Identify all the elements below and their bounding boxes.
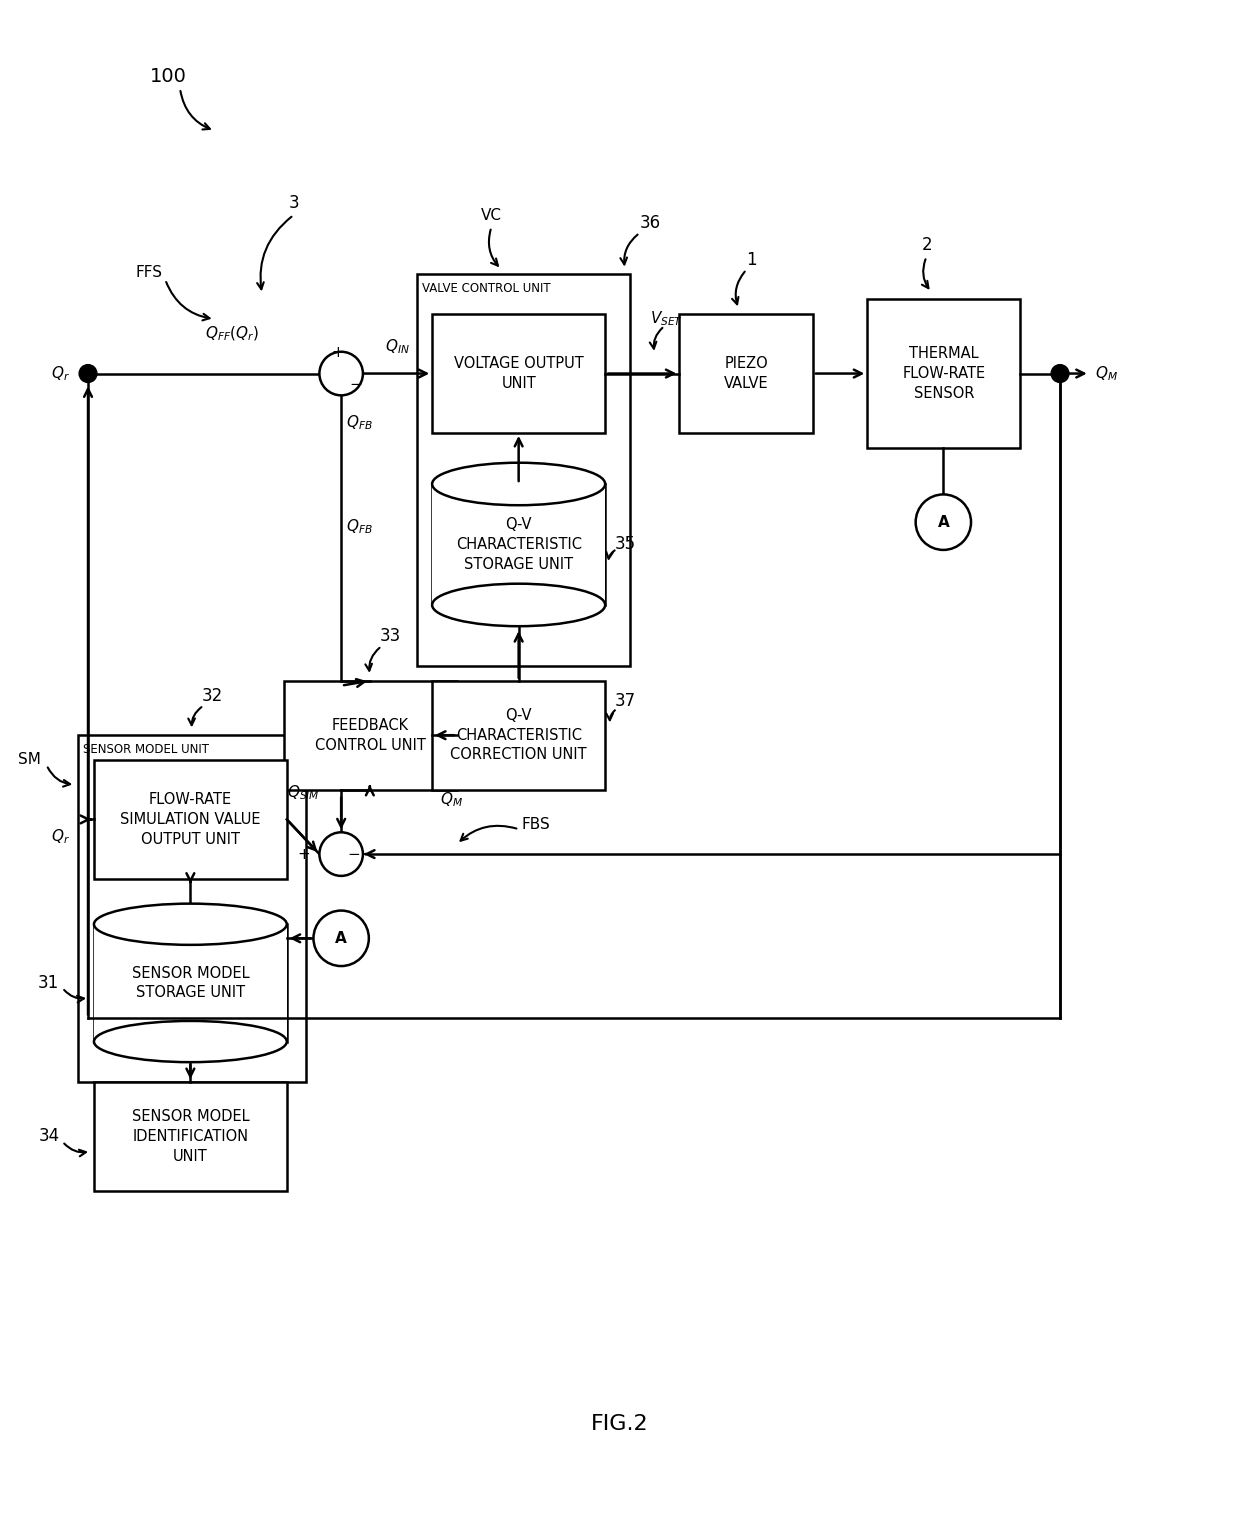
Text: −: −	[350, 377, 362, 392]
Text: $Q_M$: $Q_M$	[1095, 365, 1117, 383]
Bar	[94, 1082, 286, 1191]
Text: 100: 100	[150, 67, 187, 86]
Text: FFS: FFS	[135, 265, 162, 280]
Ellipse shape	[94, 1021, 286, 1062]
Text: VOLTAGE OUTPUT
UNIT: VOLTAGE OUTPUT UNIT	[454, 356, 584, 390]
Ellipse shape	[94, 903, 286, 944]
Text: SENSOR MODEL
IDENTIFICATION
UNIT: SENSOR MODEL IDENTIFICATION UNIT	[131, 1109, 249, 1163]
Text: Q-V
CHARACTERISTIC
CORRECTION UNIT: Q-V CHARACTERISTIC CORRECTION UNIT	[450, 708, 587, 763]
Text: FBS: FBS	[521, 817, 549, 832]
Text: −: −	[347, 847, 361, 861]
Text: VALVE CONTROL UNIT: VALVE CONTROL UNIT	[423, 283, 551, 295]
Bar	[432, 681, 605, 790]
Text: $Q_{IN}$: $Q_{IN}$	[386, 337, 410, 356]
Text: A: A	[937, 514, 949, 530]
Text: 31: 31	[38, 974, 60, 993]
Bar	[78, 735, 305, 1082]
Text: $Q_{FB}$: $Q_{FB}$	[346, 517, 373, 537]
Bar	[432, 484, 605, 605]
Text: 36: 36	[640, 213, 661, 231]
Text: THERMAL
FLOW-RATE
SENSOR: THERMAL FLOW-RATE SENSOR	[903, 346, 986, 401]
Circle shape	[314, 911, 368, 967]
Bar	[94, 924, 286, 1041]
Text: 2: 2	[921, 236, 932, 254]
Text: 1: 1	[746, 251, 758, 269]
Ellipse shape	[432, 584, 605, 626]
Circle shape	[320, 832, 363, 876]
Text: 3: 3	[289, 194, 299, 212]
Text: PIEZO
VALVE: PIEZO VALVE	[724, 356, 769, 390]
Text: 34: 34	[38, 1127, 60, 1145]
Circle shape	[79, 365, 97, 383]
Text: FLOW-RATE
SIMULATION VALUE
OUTPUT UNIT: FLOW-RATE SIMULATION VALUE OUTPUT UNIT	[120, 793, 260, 847]
Text: $Q_{FF}(Q_r)$: $Q_{FF}(Q_r)$	[205, 325, 259, 343]
Circle shape	[320, 351, 363, 395]
Bar	[433, 484, 605, 605]
Bar	[284, 681, 456, 790]
Text: Q-V
CHARACTERISTIC
STORAGE UNIT: Q-V CHARACTERISTIC STORAGE UNIT	[455, 517, 582, 572]
Bar	[418, 274, 630, 666]
Text: 33: 33	[379, 626, 401, 645]
Ellipse shape	[432, 463, 605, 505]
Bar	[680, 315, 812, 433]
Text: VC: VC	[481, 207, 502, 222]
Text: +: +	[331, 345, 345, 360]
Text: $Q_{SIM}$: $Q_{SIM}$	[288, 782, 320, 802]
Text: 32: 32	[202, 687, 223, 705]
Bar	[432, 315, 605, 433]
Text: $V_{SET}$: $V_{SET}$	[650, 310, 683, 328]
Text: SM: SM	[17, 752, 41, 767]
Text: $Q_r$: $Q_r$	[51, 828, 71, 846]
Text: $Q_r$: $Q_r$	[51, 365, 71, 383]
Text: $Q_{FB}$: $Q_{FB}$	[346, 413, 373, 431]
Bar	[94, 760, 286, 879]
Text: 35: 35	[615, 536, 636, 552]
Circle shape	[915, 495, 971, 549]
Text: SENSOR MODEL UNIT: SENSOR MODEL UNIT	[83, 743, 210, 756]
Bar	[94, 924, 286, 1041]
Text: +: +	[298, 847, 310, 861]
Bar	[867, 300, 1021, 448]
Text: A: A	[335, 930, 347, 946]
Text: 37: 37	[615, 691, 636, 710]
Text: $Q_M$: $Q_M$	[440, 790, 464, 809]
Text: SENSOR MODEL
STORAGE UNIT: SENSOR MODEL STORAGE UNIT	[131, 965, 249, 1000]
Circle shape	[1052, 365, 1069, 383]
Text: FEEDBACK
CONTROL UNIT: FEEDBACK CONTROL UNIT	[315, 717, 425, 752]
Text: FIG.2: FIG.2	[591, 1413, 649, 1434]
